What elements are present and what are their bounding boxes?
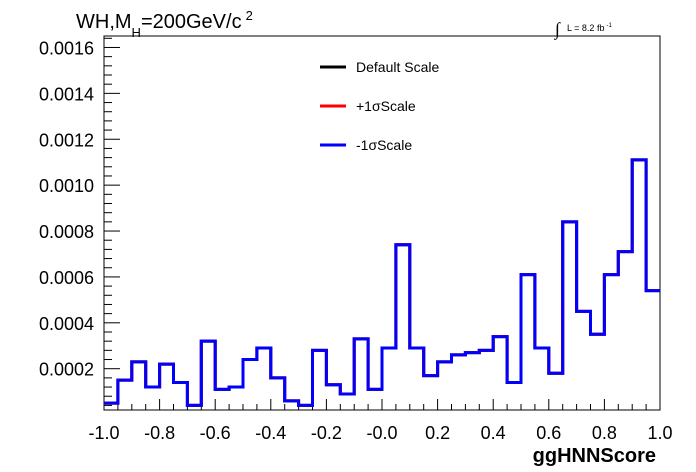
y-tick-label: 0.0004 xyxy=(39,314,94,334)
lumi-label-text: L = 8.2 fb xyxy=(567,23,604,33)
lumi-label: L = 8.2 fb -1 xyxy=(567,23,612,33)
y-tick-label: 0.0012 xyxy=(39,130,94,150)
legend: Default Scale +1σScale -1σScale xyxy=(320,59,439,153)
legend-label-plus-sigma: +1σScale xyxy=(356,98,416,114)
x-tick-label: 0.4 xyxy=(481,423,506,443)
y-tick-label: 0.0006 xyxy=(39,268,94,288)
series-line-2 xyxy=(104,158,660,407)
x-axis-title: ggHNNScore xyxy=(533,445,656,467)
y-tick-label: 0.0010 xyxy=(39,176,94,196)
y-tick-label: 0.0014 xyxy=(39,84,94,104)
y-axis: 0.0002 0.0004 0.0006 0.0008 0.0010 0.0012 0.00… xyxy=(39,37,120,406)
x-tick-label: -0.0 xyxy=(366,423,397,443)
y-tick-label: 0.0008 xyxy=(39,222,94,242)
chart-title: WH,MH=200GeV/c 2 xyxy=(76,8,253,40)
y-tick-label: 0.0002 xyxy=(39,360,94,380)
x-tick-label: 1.0 xyxy=(647,423,672,443)
x-tick-label: -0.4 xyxy=(255,423,286,443)
x-tick-label: -0.8 xyxy=(144,423,175,443)
lumi-label-superscript: -1 xyxy=(606,23,612,29)
chart-title-rest: =200GeV/c xyxy=(141,11,242,33)
x-tick-label: 0.2 xyxy=(425,423,450,443)
chart-title-superscript: 2 xyxy=(246,8,253,23)
x-axis: -1.0 -0.8 -0.6 -0.4 -0.2 -0.0 0.2 0.4 0.6 0.8 1.0 xyxy=(88,399,673,443)
x-tick-label: -1.0 xyxy=(88,423,119,443)
chart-title-main: WH,M xyxy=(76,11,132,33)
legend-label-minus-sigma: -1σScale xyxy=(356,137,412,153)
legend-label-default: Default Scale xyxy=(356,59,439,75)
x-tick-label: -0.6 xyxy=(200,423,231,443)
x-tick-label: 0.6 xyxy=(536,423,561,443)
x-tick-label: 0.8 xyxy=(592,423,617,443)
y-tick-label: 0.0016 xyxy=(39,38,94,58)
series-lines xyxy=(104,158,660,407)
chart-title-subscript: H xyxy=(132,25,141,40)
lumi-integral-sign: ∫ xyxy=(554,19,561,40)
x-tick-label: -0.2 xyxy=(311,423,342,443)
